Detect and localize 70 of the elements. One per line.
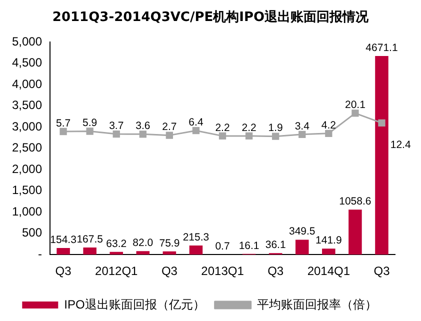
- chart-title: 2011Q3-2014Q3VC/PE机构IPO退出账面回报情况: [51, 8, 370, 26]
- point: [166, 132, 174, 139]
- data-label: 16.1: [238, 240, 260, 252]
- bar: [110, 252, 124, 255]
- point: [112, 130, 120, 138]
- data-label: 154.3: [50, 234, 77, 246]
- data-label: 20.1: [344, 99, 366, 112]
- bar: [189, 245, 203, 255]
- bar: [322, 248, 336, 255]
- data-label: 36.1: [265, 238, 286, 251]
- x-tick-label: 2012Q1: [95, 264, 138, 278]
- bar: [295, 240, 309, 255]
- y-tick-label: 2,000: [12, 162, 42, 176]
- x-tick-label: Q3: [268, 264, 284, 278]
- data-label: 63.2: [106, 238, 127, 250]
- point: [352, 110, 359, 117]
- legend-label: 平均账面回报率（倍）: [256, 297, 377, 312]
- point: [378, 119, 386, 127]
- y-tick-label: -: [38, 246, 42, 261]
- bar: [348, 210, 362, 255]
- bar: [162, 251, 176, 255]
- y-tick-label: 1,000: [12, 204, 42, 218]
- data-label: 4.2: [321, 119, 336, 132]
- y-tick-label: 4,500: [12, 56, 42, 70]
- data-label: 1.9: [268, 122, 284, 134]
- data-label: 82.0: [132, 237, 154, 250]
- x-tick-label: 2014Q1: [307, 264, 350, 278]
- bar: [375, 56, 388, 255]
- y-tick-label: 500: [22, 226, 42, 240]
- point: [272, 132, 280, 140]
- point: [245, 132, 253, 140]
- data-label: 4671.1: [366, 42, 398, 54]
- point: [298, 130, 306, 138]
- x-tick-label: Q3: [55, 264, 72, 278]
- legend-label: IPO退出账面回报（亿元）: [64, 297, 205, 312]
- y-tick-label: 3,500: [12, 98, 42, 112]
- point: [325, 130, 332, 137]
- y-tick-label: 4,000: [12, 76, 42, 91]
- data-label: 2.2: [215, 122, 230, 134]
- point: [218, 132, 226, 140]
- y-tick-label: 3,000: [12, 119, 42, 134]
- data-label: 5.7: [56, 117, 71, 130]
- x-tick-label: Q3: [161, 264, 178, 278]
- data-label: 2.2: [242, 122, 257, 134]
- data-label: 5.9: [82, 117, 98, 130]
- point: [192, 127, 200, 134]
- data-label: 0.7: [215, 240, 230, 252]
- data-label: 167.5: [76, 233, 104, 246]
- x-tick-label: Q3: [374, 264, 390, 278]
- data-label: 75.9: [159, 237, 180, 250]
- data-label: 349.5: [288, 226, 316, 238]
- data-label: 141.9: [316, 234, 342, 246]
- data-label: 1058.6: [339, 195, 372, 208]
- bar: [136, 251, 150, 255]
- y-tick-label: 1,500: [12, 183, 42, 198]
- point: [86, 128, 94, 135]
- data-label: 6.4: [188, 116, 204, 128]
- y-tick-label: 5,000: [12, 34, 42, 48]
- bar: [83, 247, 96, 255]
- data-label: 3.6: [136, 120, 150, 132]
- bar: [56, 248, 70, 255]
- data-label: 12.4: [390, 138, 411, 151]
- y-tick-label: 2,500: [12, 140, 42, 155]
- data-label: 3.4: [294, 120, 310, 132]
- x-tick-label: 2013Q1: [201, 264, 244, 278]
- point: [60, 128, 67, 136]
- data-label: 215.3: [182, 231, 210, 244]
- point: [139, 130, 146, 138]
- data-label: 2.7: [162, 121, 177, 134]
- data-label: 3.7: [109, 120, 124, 132]
